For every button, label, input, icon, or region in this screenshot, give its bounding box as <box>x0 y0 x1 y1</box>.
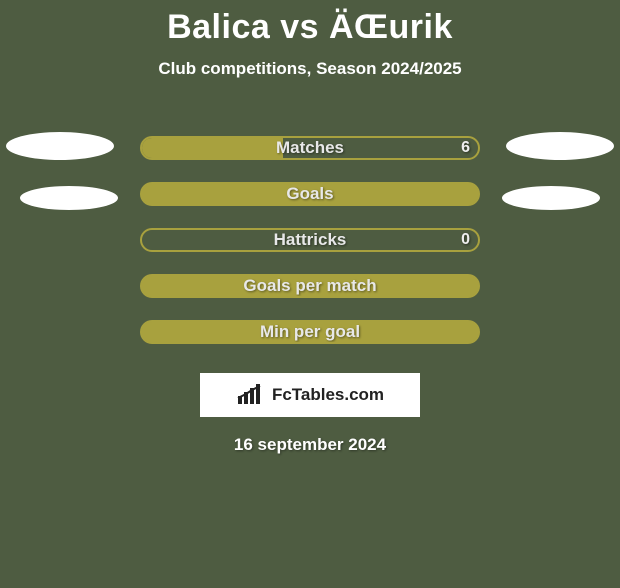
comparison-row: 0Goals <box>0 171 620 217</box>
stat-bar: Hattricks <box>140 228 480 252</box>
stat-label: Min per goal <box>142 322 478 342</box>
stat-bar: Goals per match <box>140 274 480 298</box>
stat-label: Hattricks <box>142 230 478 250</box>
stat-bar: Matches <box>140 136 480 160</box>
comparison-row: 0Hattricks <box>0 217 620 263</box>
comparison-row: Goals per match <box>0 263 620 309</box>
brand-logo-text: FcTables.com <box>272 385 384 405</box>
page-subtitle: Club competitions, Season 2024/2025 <box>0 59 620 79</box>
brand-logo: FcTables.com <box>200 373 420 417</box>
bar-fill-left <box>142 138 283 158</box>
comparison-rows: 56Matches0Goals0Hattricks Goals per match… <box>0 125 620 355</box>
chart-icon <box>236 384 266 406</box>
stat-label: Goals per match <box>142 276 478 296</box>
stat-bar: Min per goal <box>140 320 480 344</box>
stat-bar: Goals <box>140 182 480 206</box>
comparison-row: 56Matches <box>0 125 620 171</box>
stat-label: Goals <box>142 184 478 204</box>
footer-date: 16 september 2024 <box>0 435 620 455</box>
comparison-row: Min per goal <box>0 309 620 355</box>
page-title: Balica vs ÄŒurik <box>0 8 620 47</box>
